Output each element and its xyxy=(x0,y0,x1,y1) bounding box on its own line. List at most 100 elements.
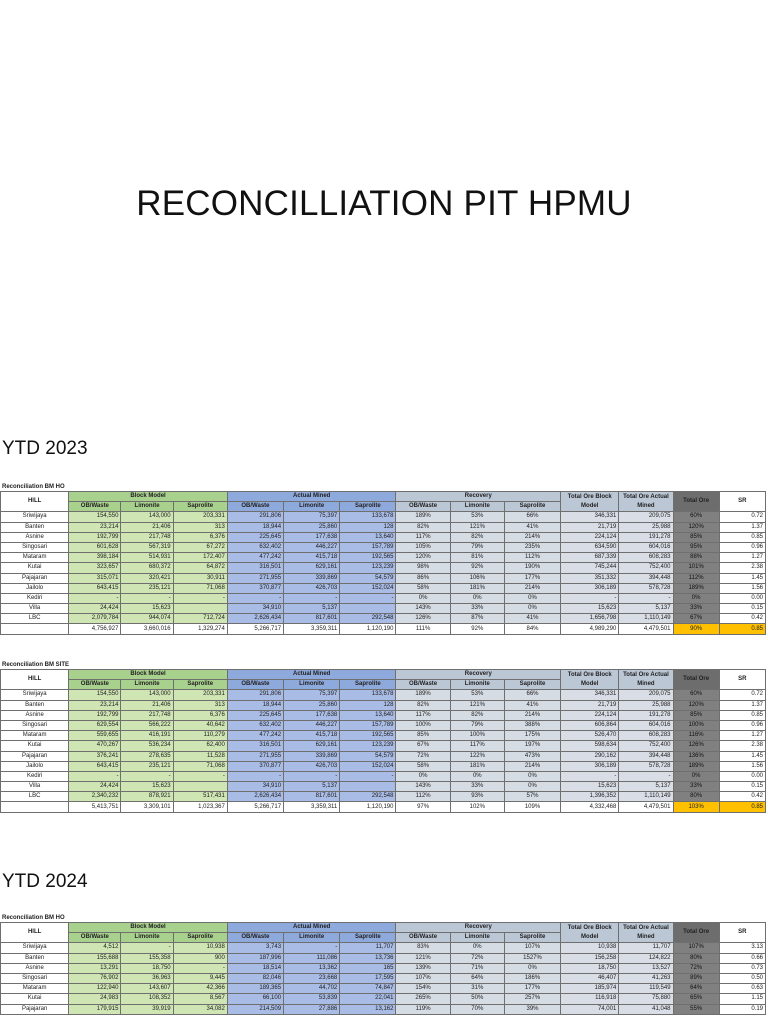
cell-limonite: 143,607 xyxy=(120,983,174,995)
cell-saprolite: - xyxy=(339,592,397,605)
cell-tob: 21,719 xyxy=(560,699,620,711)
cell-toa: 604,016 xyxy=(618,719,674,732)
cell-ob: 24,424 xyxy=(68,603,122,615)
cell-saprolite: 11,528 xyxy=(172,750,228,762)
total-tob: 4,989,290 xyxy=(560,623,620,635)
section-label-ytd-2024: YTD 2024 xyxy=(2,871,88,892)
cell-ob: 192,799 xyxy=(68,709,122,721)
cell-saprolite: 112% xyxy=(503,552,562,564)
cell-saprolite: 17,595 xyxy=(339,972,397,985)
cell-ob: 154% xyxy=(395,983,451,995)
cell-sr: 1.27 xyxy=(718,730,767,742)
cell-saprolite: 41% xyxy=(503,521,562,533)
cell-hill: Kutai xyxy=(0,562,70,574)
cell-ob: 24,983 xyxy=(68,993,122,1005)
header-hill: HILL xyxy=(0,668,70,691)
cell-hill: LBC xyxy=(0,791,70,803)
header-saprolite: Saprolite xyxy=(172,932,228,944)
cell-saprolite: 186% xyxy=(503,972,562,985)
cell-limonite: 5,137 xyxy=(283,603,341,615)
cell-limonite: 143,000 xyxy=(120,689,174,701)
cell-limonite: 33% xyxy=(449,603,505,615)
cell-limonite: - xyxy=(120,942,174,954)
header-ob-waste: OB/Waste xyxy=(395,501,451,513)
cell-sr: 3.13 xyxy=(718,942,767,954)
cell-saprolite: 192,565 xyxy=(339,730,397,742)
cell-limonite: 21,406 xyxy=(120,699,174,711)
table-row: Pajajaran 315,071 320,421 30,911 271,955 339,… xyxy=(0,572,767,584)
total-limonite: 3,359,311 xyxy=(283,801,341,813)
total-hill xyxy=(0,623,70,635)
cell-hill: Banten xyxy=(0,699,70,711)
cell-ob: 477,242 xyxy=(226,552,285,564)
cell-saprolite: 292,548 xyxy=(339,613,397,625)
table-row: Kutai 323,657 680,372 64,872 316,501 629,161 1… xyxy=(0,562,767,574)
cell-saprolite: 71,068 xyxy=(172,582,228,594)
cell-saprolite: 313 xyxy=(172,699,228,711)
cell-ob: 601,628 xyxy=(68,541,122,554)
total-total-ore: 103% xyxy=(672,801,720,813)
cell-toa: 1,110,149 xyxy=(618,613,674,625)
total-sr: 0.85 xyxy=(718,623,767,635)
total-toa: 4,479,501 xyxy=(618,623,674,635)
cell-hill: Villa xyxy=(0,781,70,793)
cell-limonite: - xyxy=(283,942,341,954)
cell-limonite: 71% xyxy=(449,962,505,974)
table-row: Sriwijaya 4,512-10,938 3,743-11,707 83% 0% 10… xyxy=(0,942,767,954)
cell-saprolite: 712,724 xyxy=(172,613,228,625)
header-sr: SR xyxy=(718,490,767,513)
cell-saprolite: 40,642 xyxy=(172,719,228,732)
cell-total-ore: 65% xyxy=(672,993,720,1005)
header-row-groups: HILL Block Model Actual Mined Recovery Total… xyxy=(0,490,767,513)
cell-toa: 191,278 xyxy=(618,531,674,543)
cell-saprolite: 54,579 xyxy=(339,572,397,584)
cell-saprolite xyxy=(339,603,397,615)
cell-limonite: 415,718 xyxy=(283,552,341,564)
cell-total-ore: 60% xyxy=(672,511,720,523)
cell-ob: 316,501 xyxy=(226,740,285,752)
cell-limonite: 181% xyxy=(449,760,505,772)
header-total-ore-bm-1: Total Ore Block Model xyxy=(560,490,620,513)
cell-limonite: 143,000 xyxy=(120,511,174,523)
cell-toa: 394,448 xyxy=(618,750,674,762)
cell-limonite: 53,839 xyxy=(283,993,341,1005)
cell-limonite: 122% xyxy=(449,750,505,762)
table-caption: Reconciliation BM SITE xyxy=(2,662,70,668)
cell-ob: - xyxy=(226,592,285,605)
header-total-ore: Total Ore xyxy=(672,668,720,691)
cell-ob: 126% xyxy=(395,613,451,625)
cell-limonite: 27,886 xyxy=(283,1003,341,1015)
cell-sr: 0.96 xyxy=(718,719,767,732)
table-row: LBC 2,340,232 878,921 517,431 2,626,434 817,6… xyxy=(0,791,767,803)
cell-toa: 578,728 xyxy=(618,582,674,594)
cell-ob: 4,512 xyxy=(68,942,122,954)
header-limonite: Limonite xyxy=(120,501,174,513)
cell-saprolite: 11,707 xyxy=(339,942,397,954)
cell-total-ore: 120% xyxy=(672,699,720,711)
cell-hill: Pajajaran xyxy=(0,750,70,762)
cell-saprolite: 13,162 xyxy=(339,1003,397,1015)
cell-toa: - xyxy=(618,770,674,783)
cell-ob: 470,267 xyxy=(68,740,122,752)
header-limonite: Limonite xyxy=(449,501,505,513)
cell-total-ore: 136% xyxy=(672,750,720,762)
cell-saprolite: 62,400 xyxy=(172,740,228,752)
reconciliation-table: HILL Block Model Actual Mined Recovery Total… xyxy=(0,921,767,1015)
table-row: Jailolo 643,415 235,121 71,068 370,877 426,70… xyxy=(0,760,767,772)
cell-total-ore: 116% xyxy=(672,730,720,742)
reconciliation-table: HILL Block Model Actual Mined Recovery Total… xyxy=(0,668,767,813)
cell-total-ore: 85% xyxy=(672,531,720,543)
cell-ob: 117% xyxy=(395,709,451,721)
cell-total-ore: 33% xyxy=(672,603,720,615)
header-recovery: Recovery xyxy=(395,668,562,681)
cell-toa: 608,283 xyxy=(618,552,674,564)
cell-ob: 179,915 xyxy=(68,1003,122,1015)
cell-limonite: 87% xyxy=(449,613,505,625)
header-hill: HILL xyxy=(0,921,70,944)
cell-saprolite: 214% xyxy=(503,760,562,772)
header-actual-mined: Actual Mined xyxy=(226,921,397,934)
cell-hill: Pajajaran xyxy=(0,1003,70,1015)
cell-hill: Singosari xyxy=(0,972,70,985)
header-saprolite: Saprolite xyxy=(339,501,397,513)
header-row-columns: OB/Waste Limonite Saprolite OB/Waste Limonit… xyxy=(1,501,766,513)
